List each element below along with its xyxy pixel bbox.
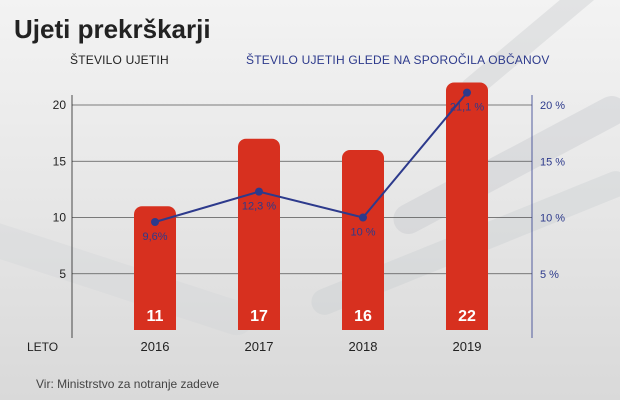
line-point (359, 213, 367, 222)
bar (446, 82, 488, 330)
bar-base (446, 320, 488, 330)
bar-value-label: 11 (147, 308, 164, 325)
bar (238, 138, 280, 330)
line-point (151, 218, 159, 226)
y-tick-label: 20 (53, 98, 67, 112)
y2-tick-label: 15 % (540, 156, 565, 168)
line-value-label: 21,1 % (450, 102, 484, 114)
line-point (463, 88, 471, 97)
y2-tick-label: 20 % (540, 100, 565, 112)
y2-tick-label: 10 % (540, 213, 565, 225)
x-tick-label: 2018 (349, 339, 378, 354)
x-axis-name: LETO (27, 340, 59, 354)
line-value-label: 9,6% (142, 231, 167, 243)
y2-tick-label: 5 % (540, 269, 559, 281)
left-axis-title: ŠTEVILO UJETIH (70, 53, 169, 67)
line-series (154, 91, 468, 223)
line-point (255, 187, 263, 196)
right-axis-title: ŠTEVILO UJETIH GLEDE NA SPOROČILA OBČANO… (246, 53, 550, 67)
bar-value-label: 22 (458, 308, 476, 325)
bar-base (342, 320, 384, 330)
bar-value-label: 16 (354, 308, 372, 325)
source-note: Vir: Ministrstvo za notranje zadeve (36, 377, 220, 391)
bar-base (134, 320, 176, 330)
x-tick-label: 2016 (141, 339, 170, 354)
y-tick-label: 5 (59, 267, 66, 281)
bar-value-label: 17 (250, 308, 268, 325)
bar-base (238, 320, 280, 330)
line-value-label: 10 % (350, 227, 375, 239)
chart-title: Ujeti prekrškarji (14, 14, 211, 44)
line-value-label: 12,3 % (242, 201, 276, 213)
bar (342, 150, 384, 330)
x-tick-label: 2019 (453, 339, 482, 354)
x-tick-label: 2017 (245, 339, 274, 354)
y-tick-label: 10 (53, 211, 67, 225)
y-tick-label: 15 (53, 154, 67, 168)
bar (134, 206, 176, 330)
